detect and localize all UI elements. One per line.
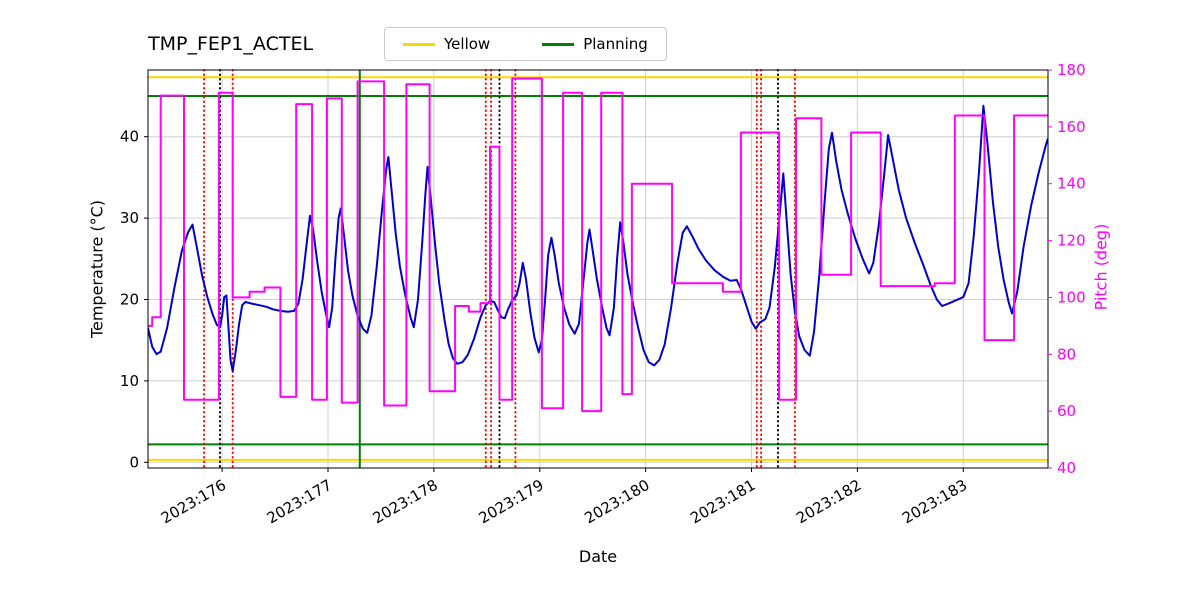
right-tick-label: 60 <box>1057 402 1076 420</box>
planning-line-swatch <box>542 42 575 46</box>
x-axis-label: Date <box>578 547 618 566</box>
legend-item-planning: Planning <box>542 35 648 53</box>
x-tick-label: 2023:178 <box>370 476 441 528</box>
right-tick-label: 100 <box>1057 288 1086 306</box>
legend: Yellow Planning <box>384 27 667 61</box>
right-tick-label: 80 <box>1057 345 1076 363</box>
left-tick-label: 20 <box>120 291 139 309</box>
x-tick-label: 2023:180 <box>581 476 652 528</box>
axes-border <box>147 69 1049 469</box>
right-tick-label: 120 <box>1057 232 1086 250</box>
left-tick-label: 30 <box>120 209 139 227</box>
x-tick-label: 2023:181 <box>687 476 758 528</box>
legend-label-yellow: Yellow <box>444 35 491 53</box>
x-tick-label: 2023:183 <box>899 476 970 528</box>
x-tick-label: 2023:179 <box>476 476 547 528</box>
x-tick-label: 2023:182 <box>793 476 864 528</box>
left-tick-label: 40 <box>120 128 139 146</box>
x-tick-label: 2023:176 <box>158 476 229 528</box>
x-tick-label: 2023:177 <box>264 476 335 528</box>
right-tick-label: 180 <box>1057 61 1086 79</box>
left-axis-label: Temperature (°C) <box>87 199 107 339</box>
plot-background <box>148 70 1048 468</box>
right-tick-label: 40 <box>1057 459 1076 477</box>
right-axis-label: Pitch (deg) <box>1091 223 1111 311</box>
pitch-line <box>148 77 1048 413</box>
yellow-line-swatch <box>403 42 435 46</box>
left-tick-label: 10 <box>120 372 139 390</box>
legend-label-planning: Planning <box>583 35 648 53</box>
chart-title: TMP_FEP1_ACTEL <box>148 33 314 55</box>
left-tick-label: 0 <box>129 453 139 471</box>
right-tick-label: 160 <box>1057 118 1086 136</box>
right-tick-label: 140 <box>1057 175 1086 193</box>
legend-item-yellow: Yellow <box>403 35 490 53</box>
